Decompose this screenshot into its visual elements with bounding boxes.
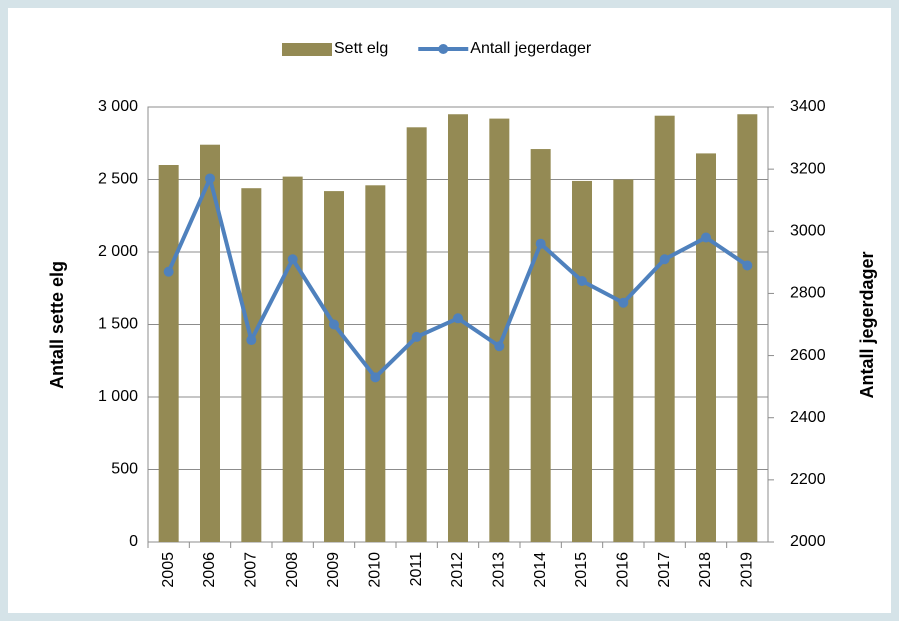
marker [453, 313, 463, 324]
x-tick-label: 2012 [449, 552, 466, 588]
bar [696, 153, 716, 542]
x-tick-label: 2008 [284, 552, 301, 588]
bar [613, 179, 634, 542]
bar [737, 114, 758, 542]
x-tick-label: 2013 [491, 552, 508, 588]
y-tick-label: 1 500 [98, 316, 138, 333]
bar [530, 149, 551, 543]
y2-tick-label: 2600 [790, 347, 826, 364]
y2-tick-label: 3400 [790, 98, 826, 115]
marker [329, 319, 339, 330]
x-tick-label: 2015 [573, 552, 590, 588]
marker [535, 238, 546, 249]
marker [411, 331, 422, 342]
legend-label: Antall jegerdager [470, 40, 592, 57]
y-tick-label: 1 000 [98, 388, 138, 405]
y2-tick-label: 2800 [790, 285, 826, 302]
bar [158, 165, 179, 542]
y2-tick-label: 2200 [790, 471, 826, 488]
x-tick-label: 2006 [201, 552, 218, 588]
y-tick-label: 2 000 [98, 243, 138, 260]
x-tick-label: 2019 [739, 552, 756, 588]
bar [489, 118, 510, 542]
x-tick-label: 2017 [656, 552, 673, 588]
bar [572, 180, 592, 542]
y2-tick-label: 2400 [790, 409, 826, 426]
y-tick-label: 500 [111, 461, 138, 478]
y-tick-label: 3 000 [98, 98, 138, 115]
marker [701, 232, 711, 243]
x-tick-label: 2016 [615, 552, 632, 588]
marker [577, 276, 587, 286]
y-tick-label: 0 [129, 533, 138, 550]
x-tick-label: 2009 [325, 552, 342, 588]
bar [365, 185, 386, 543]
marker [205, 173, 215, 184]
y2-tick-label: 3000 [790, 223, 826, 240]
x-tick-label: 2010 [367, 552, 384, 588]
marker [163, 266, 174, 277]
y2-axis-title: Antall jegerdager [857, 251, 877, 398]
bar [448, 114, 468, 542]
bar [282, 176, 303, 542]
x-tick-label: 2011 [408, 552, 425, 587]
bar [654, 115, 675, 542]
marker [659, 254, 670, 265]
y-tick-label: 2 500 [98, 171, 138, 188]
bar [241, 188, 262, 542]
marker [287, 254, 298, 265]
marker [742, 260, 753, 271]
y2-tick-label: 2000 [790, 533, 826, 550]
bar [324, 191, 344, 542]
marker [246, 335, 257, 346]
x-tick-label: 2005 [160, 552, 177, 588]
x-tick-label: 2018 [697, 552, 714, 588]
legend-label: Sett elg [334, 40, 388, 57]
x-tick-label: 2007 [243, 552, 260, 588]
marker [618, 297, 629, 308]
bar [200, 144, 220, 542]
y2-tick-label: 3200 [790, 160, 826, 177]
x-tick-label: 2014 [532, 552, 549, 588]
marker [494, 341, 505, 352]
legend-marker [438, 44, 449, 54]
y-axis-title: Antall sette elg [47, 261, 67, 389]
marker [370, 372, 381, 383]
legend-swatch [282, 43, 332, 56]
